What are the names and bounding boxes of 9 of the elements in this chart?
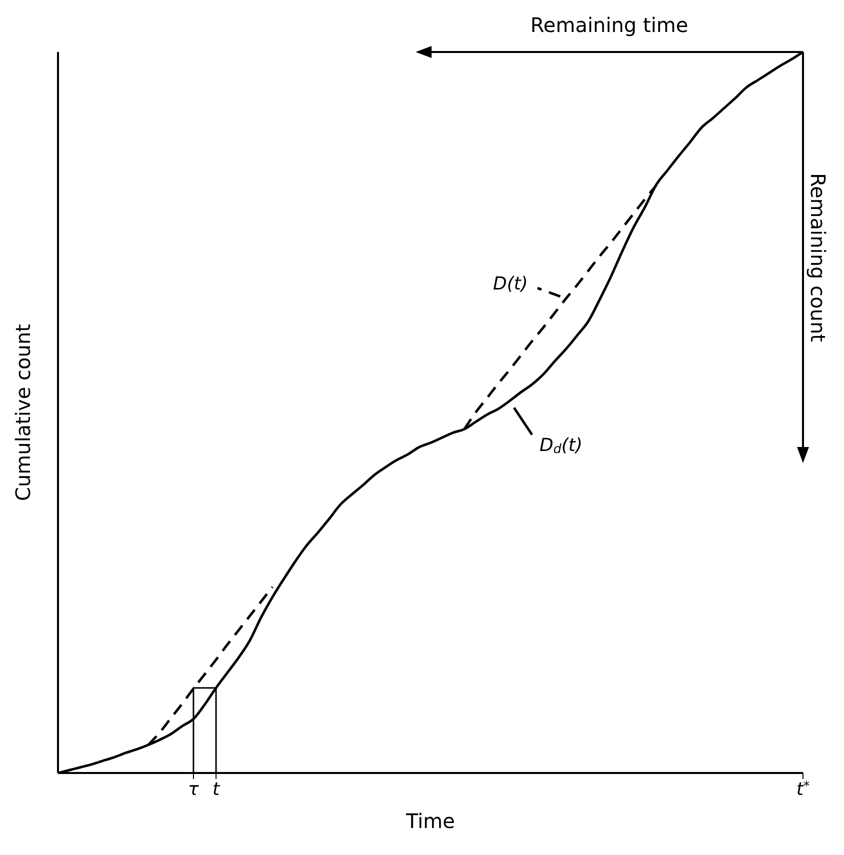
text: Remaining count	[806, 172, 830, 342]
text: D$_{d}$(t)	[540, 434, 582, 456]
x-tick-label: t	[212, 779, 220, 800]
text: Remaining time	[530, 13, 688, 37]
x-axis-title: Time	[405, 809, 455, 833]
y-axis-title: Cumulative count	[11, 324, 35, 501]
legend-label: D(t)	[492, 274, 528, 295]
x-tick-label: t$^{*}$	[796, 778, 810, 800]
x-tick-label: τ	[188, 779, 200, 800]
